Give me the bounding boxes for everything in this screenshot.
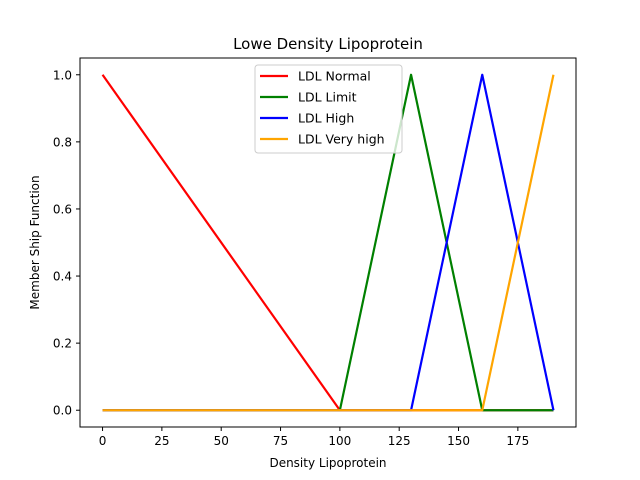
series-line-ldl-very-high xyxy=(102,74,555,412)
legend-label: LDL Normal xyxy=(298,69,371,84)
x-tick-label: 25 xyxy=(154,434,169,448)
plot-area-frame xyxy=(79,57,577,428)
chart-title: Lowe Density Lipoprotein xyxy=(233,35,423,53)
x-tick-label: 50 xyxy=(214,434,229,448)
legend-label: LDL High xyxy=(298,111,354,126)
x-tick-label: 125 xyxy=(388,434,411,448)
legend-label: LDL Limit xyxy=(298,90,357,105)
legend-label: LDL Very high xyxy=(298,132,385,147)
x-axis-label: Density Lipoprotein xyxy=(269,456,386,470)
x-tick-label: 0 xyxy=(99,434,107,448)
x-tick-label: 175 xyxy=(506,434,529,448)
y-axis-ticks: 0.0 0.2 0.4 0.6 0.8 1.0 xyxy=(53,68,80,418)
y-tick-label: 0.2 xyxy=(53,337,72,351)
x-tick-label: 150 xyxy=(447,434,470,448)
y-tick-label: 0.6 xyxy=(53,202,72,216)
y-tick-label: 0.0 xyxy=(53,404,72,418)
x-axis-ticks: 0 25 50 75 100 125 150 175 xyxy=(99,427,529,448)
series-layer xyxy=(101,73,555,412)
y-tick-label: 0.4 xyxy=(53,270,72,284)
y-tick-label: 0.8 xyxy=(53,135,72,149)
y-tick-label: 1.0 xyxy=(53,68,72,82)
y-axis-label: Member Ship Function xyxy=(28,175,42,309)
x-tick-label: 75 xyxy=(273,434,288,448)
x-tick-label: 100 xyxy=(328,434,351,448)
legend-box xyxy=(254,64,403,154)
legend: LDL Normal LDL Limit LDL High LDL Very high xyxy=(254,64,403,154)
